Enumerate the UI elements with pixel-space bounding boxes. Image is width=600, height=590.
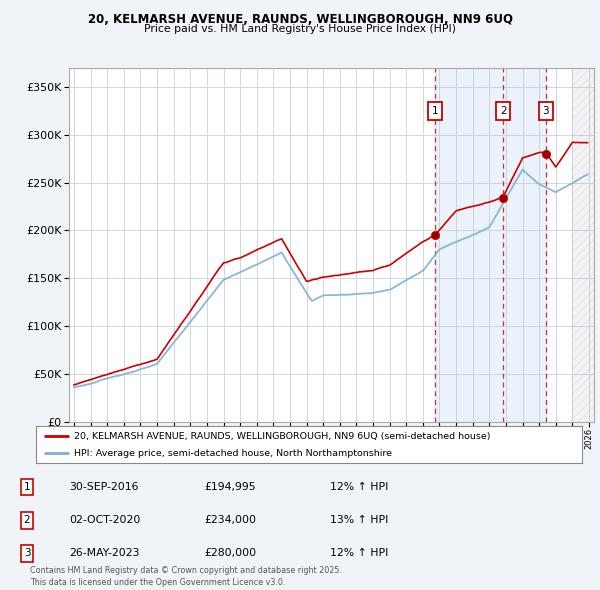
Text: 3: 3 [23, 549, 31, 558]
Text: 2: 2 [23, 516, 31, 525]
Text: 02-OCT-2020: 02-OCT-2020 [69, 516, 140, 525]
Bar [572, 68, 594, 422]
Text: Price paid vs. HM Land Registry's House Price Index (HPI): Price paid vs. HM Land Registry's House … [144, 24, 456, 34]
Text: 3: 3 [542, 106, 549, 116]
Text: 20, KELMARSH AVENUE, RAUNDS, WELLINGBOROUGH, NN9 6UQ (semi-detached house): 20, KELMARSH AVENUE, RAUNDS, WELLINGBORO… [74, 431, 491, 441]
Text: 1: 1 [23, 482, 31, 491]
Text: 30-SEP-2016: 30-SEP-2016 [69, 482, 139, 491]
Text: 1: 1 [432, 106, 439, 116]
Text: £194,995: £194,995 [204, 482, 256, 491]
Text: 20, KELMARSH AVENUE, RAUNDS, WELLINGBOROUGH, NN9 6UQ: 20, KELMARSH AVENUE, RAUNDS, WELLINGBORO… [88, 13, 512, 26]
Text: 26-MAY-2023: 26-MAY-2023 [69, 549, 139, 558]
Text: 2: 2 [500, 106, 506, 116]
Text: £234,000: £234,000 [204, 516, 256, 525]
Text: 13% ↑ HPI: 13% ↑ HPI [330, 516, 388, 525]
Bar [436, 68, 546, 422]
Text: 12% ↑ HPI: 12% ↑ HPI [330, 482, 388, 491]
Text: HPI: Average price, semi-detached house, North Northamptonshire: HPI: Average price, semi-detached house,… [74, 448, 392, 458]
Text: 12% ↑ HPI: 12% ↑ HPI [330, 549, 388, 558]
Text: Contains HM Land Registry data © Crown copyright and database right 2025.
This d: Contains HM Land Registry data © Crown c… [30, 566, 342, 587]
Text: £280,000: £280,000 [204, 549, 256, 558]
